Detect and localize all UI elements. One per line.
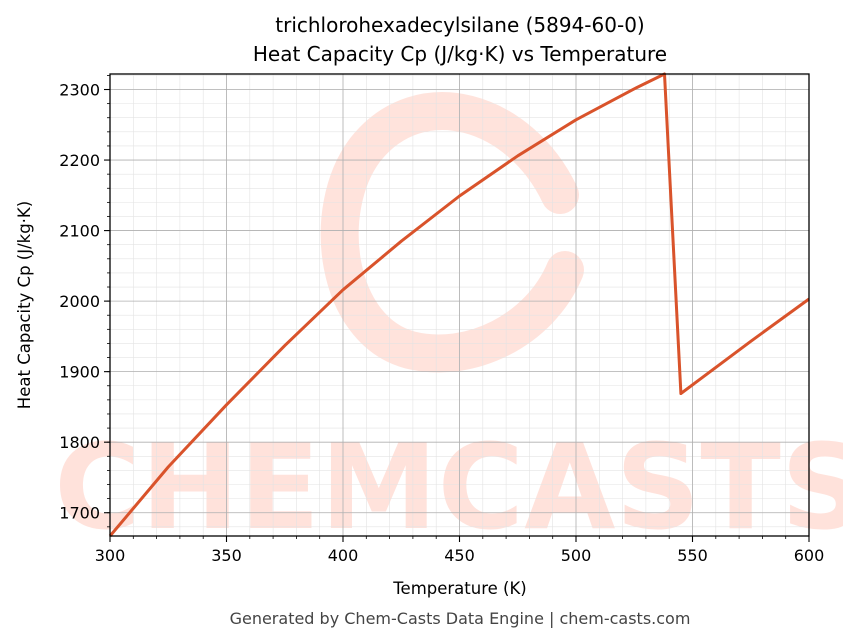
watermark-text: CHEMCASTS	[54, 418, 843, 556]
x-tick-label: 550	[677, 546, 708, 565]
chart-title-line-2: Heat Capacity Cp (J/kg·K) vs Temperature	[253, 42, 667, 66]
series-layer	[108, 72, 810, 537]
x-tick-label: 300	[95, 546, 126, 565]
watermark-logo-icon	[320, 92, 584, 373]
y-tick-label: 2100	[59, 222, 100, 241]
footer-credit: Generated by Chem-Casts Data Engine | ch…	[230, 609, 691, 628]
chart-title-line-1: trichlorohexadecylsilane (5894-60-0)	[275, 13, 644, 37]
y-tick-label: 2000	[59, 292, 100, 311]
y-tick-label: 2300	[59, 81, 100, 100]
x-tick-label: 500	[561, 546, 592, 565]
series-line-0	[108, 72, 810, 537]
x-tick-label: 450	[444, 546, 475, 565]
y-tick-label: 2200	[59, 151, 100, 170]
y-tick-label: 1700	[59, 504, 100, 523]
x-axis: 300 350 400 450 500 550 600	[95, 536, 825, 565]
watermark: CHEMCASTS	[54, 92, 843, 556]
x-axis-label: Temperature (K)	[392, 579, 526, 598]
y-axis: 1700 1800 1900 2000 2100 2200 2300	[59, 75, 110, 528]
y-tick-label: 1900	[59, 363, 100, 382]
y-tick-label: 1800	[59, 433, 100, 452]
y-axis-label: Heat Capacity Cp (J/kg·K)	[15, 201, 34, 409]
x-tick-label: 600	[794, 546, 825, 565]
x-tick-label: 350	[211, 546, 242, 565]
x-tick-label: 400	[328, 546, 359, 565]
